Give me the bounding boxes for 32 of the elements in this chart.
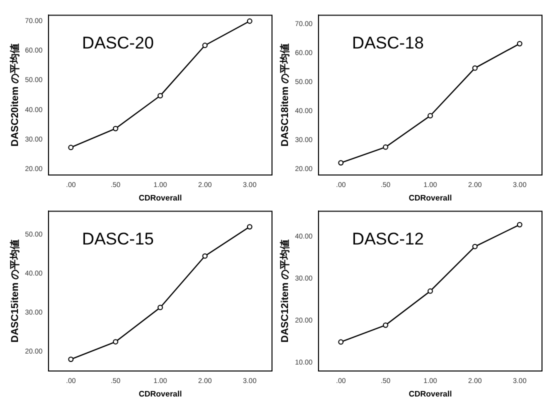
point: [202, 42, 208, 48]
point: [246, 224, 252, 230]
annotation: DASC-12: [352, 229, 424, 248]
point: [516, 222, 522, 228]
point: [246, 18, 252, 24]
x-axis-title: CDRoverall: [138, 193, 182, 202]
point: [428, 113, 433, 118]
point: [158, 92, 163, 98]
point: [68, 356, 74, 362]
x-axis-title: CDRoverall: [408, 193, 452, 202]
point: [158, 304, 163, 310]
point: [68, 144, 74, 150]
annotation: DASC-18: [352, 33, 424, 52]
x-axis-title: CDRoverall: [138, 389, 182, 398]
point: [338, 339, 344, 345]
point: [382, 144, 388, 150]
point: [112, 339, 118, 344]
point: [472, 65, 478, 71]
point: [382, 322, 388, 328]
point: [472, 244, 478, 250]
y-axis-title: DASC15item の平均値: [8, 240, 21, 343]
point: [338, 160, 344, 166]
annotation: DASC-20: [82, 33, 154, 52]
point: [516, 40, 522, 46]
point: [112, 126, 118, 132]
x-axis-title: CDRoverall: [408, 389, 452, 398]
point: [428, 288, 433, 294]
y-axis-title: DASC20item の平均値: [8, 44, 21, 147]
annotation: DASC-15: [82, 229, 154, 248]
y-axis-title: DASC18item の平均値: [278, 44, 291, 147]
y-axis-title: DASC12item の平均値: [278, 240, 291, 343]
point: [202, 253, 208, 259]
